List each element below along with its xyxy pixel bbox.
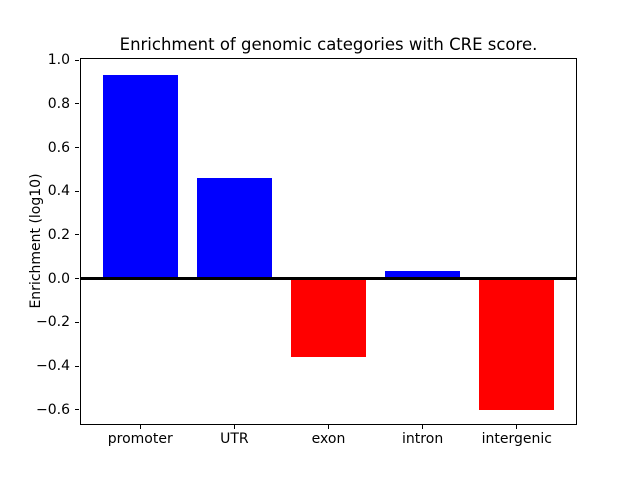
y-tick-mark	[75, 103, 79, 105]
x-tick-mark	[139, 425, 141, 429]
y-tick-mark	[75, 278, 79, 280]
zero-line	[80, 277, 577, 281]
y-tick-label: 0.2	[47, 226, 70, 243]
x-tick-mark	[422, 425, 424, 429]
x-tick-mark	[328, 425, 329, 429]
x-tick-label-UTR: UTR	[220, 431, 249, 447]
x-tick-label-exon: exon	[311, 431, 346, 447]
y-tick-label: 0.6	[47, 139, 70, 156]
y-tick-mark	[75, 59, 79, 61]
y-tick-mark	[75, 147, 79, 149]
x-tick-label-promoter: promoter	[107, 431, 173, 447]
y-tick-label: −0.4	[36, 358, 70, 375]
y-tick-label: 0.8	[47, 95, 70, 112]
bar-promoter	[102, 75, 178, 279]
x-tick-mark	[233, 425, 235, 429]
x-tick-label-intron: intron	[402, 431, 444, 447]
y-tick-mark	[75, 409, 79, 411]
x-tick-mark	[516, 425, 518, 429]
x-tick-label-intergenic: intergenic	[481, 431, 552, 447]
y-tick-label: −0.2	[36, 314, 70, 331]
y-tick-label: 1.0	[47, 52, 70, 69]
y-tick-mark	[75, 234, 79, 236]
y-tick-label: 0.0	[47, 270, 70, 287]
y-tick-mark	[75, 365, 79, 367]
chart-title: Enrichment of genomic categories with CR…	[119, 35, 538, 54]
y-tick-label: −0.6	[36, 401, 70, 418]
bar-intergenic	[479, 278, 555, 410]
bar-intron	[384, 270, 461, 279]
y-tick-mark	[75, 321, 79, 323]
y-tick-label: 0.4	[47, 183, 70, 200]
bar-UTR	[196, 178, 273, 279]
y-tick-mark	[75, 190, 79, 192]
bar-exon	[290, 278, 367, 358]
